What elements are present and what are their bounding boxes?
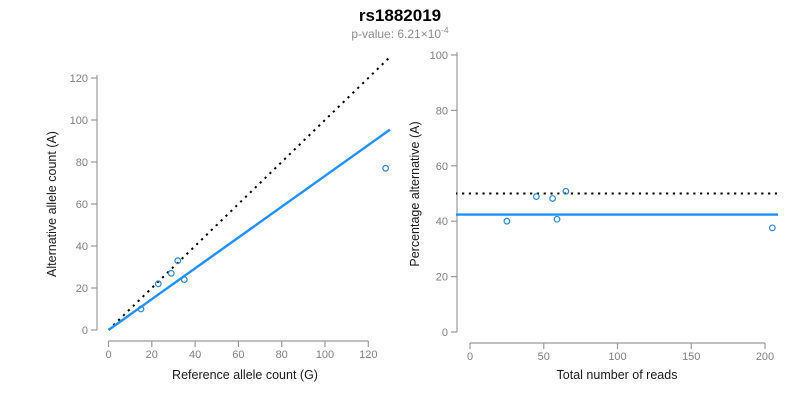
y-tick-label: 40 [76, 241, 88, 253]
data-point [553, 215, 561, 223]
data-point [137, 305, 145, 313]
y-axis-label: Alternative allele count (A) [45, 131, 59, 277]
y-tick-label: 100 [430, 50, 448, 62]
y-tick-label: 80 [76, 157, 88, 169]
x-tick-label: 0 [105, 349, 111, 361]
data-point [382, 164, 390, 172]
x-tick-label: 150 [682, 351, 700, 363]
y-tick-label: 60 [76, 199, 88, 211]
p-value-subtitle: p-value: 6.21×10-4 [0, 25, 800, 41]
y-tick-label: 120 [70, 73, 88, 85]
x-axis-label: Reference allele count (G) [172, 368, 318, 382]
data-point [154, 280, 162, 288]
fit-line [107, 128, 391, 331]
y-tick-label: 60 [436, 161, 448, 173]
data-point [167, 269, 175, 277]
x-tick-label: 200 [756, 351, 774, 363]
x-tick-label: 100 [316, 349, 334, 361]
y-tick-label: 0 [442, 327, 448, 339]
y-tick-label: 100 [70, 115, 88, 127]
p-value-text: p-value: 6.21×10 [351, 27, 442, 41]
data-point [549, 195, 556, 202]
y-tick-label: 80 [436, 105, 448, 117]
y-tick-label: 0 [82, 325, 88, 337]
data-point [562, 187, 570, 195]
x-tick-label: 100 [608, 351, 626, 363]
page-title: rs1882019 [358, 6, 442, 25]
p-value-exponent: -4 [441, 25, 449, 35]
percentage-panel: 0 50 100 150 200 0 20 40 60 80 100 Total number of … [408, 50, 778, 382]
y-axis-label: Percentage alternative (A) [408, 121, 422, 266]
x-tick-label: 120 [359, 349, 377, 361]
x-tick-label: 0 [467, 351, 473, 363]
allele-count-panel: 0 20 40 60 80 100 120 0 20 40 60 80 100 120 Reference … [45, 57, 391, 382]
identity-line [107, 57, 390, 331]
x-tick-label: 40 [189, 349, 201, 361]
x-tick-label: 50 [538, 351, 550, 363]
data-point [768, 224, 776, 232]
data-point [180, 276, 188, 284]
x-tick-label: 80 [276, 349, 288, 361]
y-tick-label: 20 [436, 272, 448, 284]
data-point [503, 217, 511, 225]
x-tick-label: 20 [146, 349, 158, 361]
x-axis-label: Total number of reads [557, 368, 678, 382]
data-point [532, 193, 540, 200]
x-tick-label: 60 [232, 349, 244, 361]
y-tick-label: 20 [76, 283, 88, 295]
data-point [174, 257, 182, 265]
y-tick-label: 40 [436, 216, 448, 228]
